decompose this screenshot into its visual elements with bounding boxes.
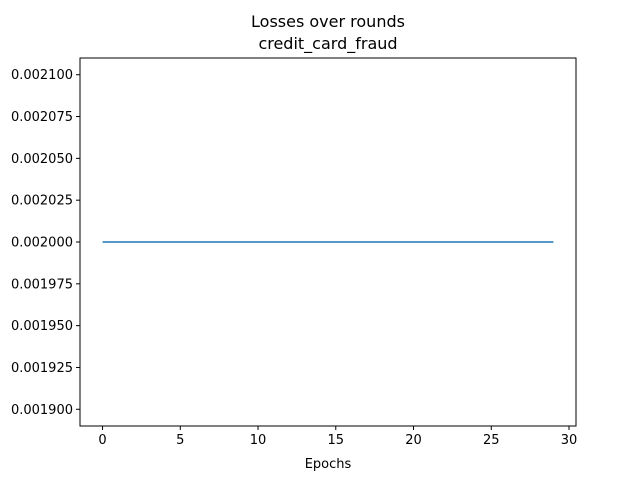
y-tick-label: 0.002075: [11, 110, 73, 125]
x-tick-label: 25: [483, 433, 500, 448]
axis-ticks: 0 5 10 15 20 25 30 0.001900 0.001925 0.001950 0.00…: [11, 68, 577, 448]
axes-frame: [79, 57, 577, 427]
x-axis-label: Epochs: [305, 457, 352, 472]
y-tick-label: 0.001925: [11, 361, 73, 376]
y-tick-label: 0.001950: [11, 319, 73, 334]
y-tick-label: 0.002100: [11, 68, 73, 83]
y-tick-label: 0.002025: [11, 194, 73, 209]
x-tick-label: 20: [405, 433, 422, 448]
x-tick-label: 5: [176, 433, 184, 448]
chart-subtitle: credit_card_fraud: [258, 34, 397, 54]
y-tick-label: 0.001975: [11, 277, 73, 292]
x-tick-label: 15: [328, 433, 345, 448]
chart-title: Losses over rounds: [251, 12, 405, 31]
x-tick-label: 30: [561, 433, 578, 448]
x-tick-label: 10: [250, 433, 267, 448]
y-tick-label: 0.002050: [11, 152, 73, 167]
y-tick-label: 0.002000: [11, 236, 73, 251]
x-tick-label: 0: [98, 433, 106, 448]
y-tick-label: 0.001900: [11, 403, 73, 418]
